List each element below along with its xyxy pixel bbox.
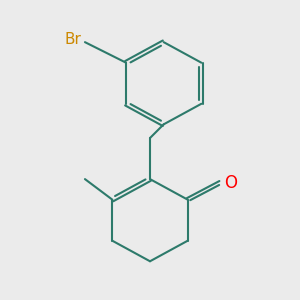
Text: Br: Br bbox=[64, 32, 82, 47]
Text: O: O bbox=[224, 173, 237, 191]
